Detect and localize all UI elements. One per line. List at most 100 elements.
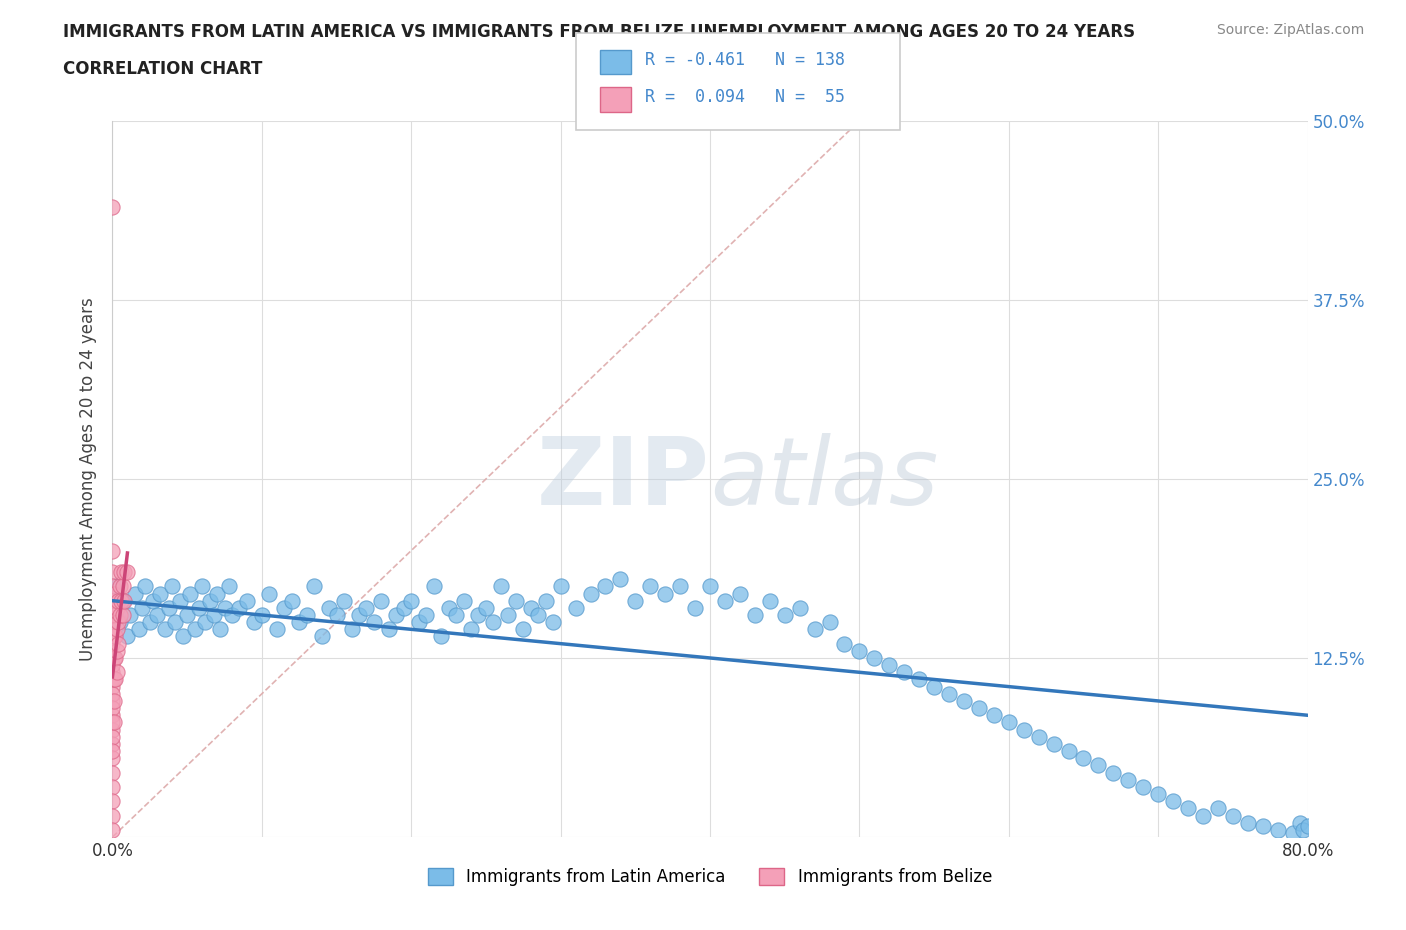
Point xyxy=(378,622,401,637)
Point xyxy=(105,622,128,637)
Point xyxy=(131,601,153,616)
Point xyxy=(103,715,125,730)
Point xyxy=(848,644,870,658)
Point xyxy=(101,679,124,694)
Point xyxy=(101,565,124,579)
Point xyxy=(110,565,132,579)
Point xyxy=(165,615,187,630)
Point xyxy=(146,607,169,622)
Point xyxy=(117,565,139,579)
Point xyxy=(370,593,392,608)
Point xyxy=(683,601,706,616)
Point xyxy=(139,615,162,630)
Point xyxy=(953,694,976,709)
Point xyxy=(1177,801,1199,816)
Point xyxy=(205,586,228,601)
Point xyxy=(101,794,124,809)
Point xyxy=(408,615,430,630)
Point xyxy=(453,593,475,608)
Point xyxy=(1251,818,1274,833)
Point xyxy=(318,601,340,616)
Point xyxy=(392,601,415,616)
Point xyxy=(281,593,304,608)
Point xyxy=(654,586,676,601)
Point xyxy=(1012,722,1035,737)
Point xyxy=(505,593,527,608)
Point xyxy=(209,622,232,637)
Point xyxy=(437,601,460,616)
Point xyxy=(1206,801,1229,816)
Point xyxy=(105,665,128,680)
Point xyxy=(1073,751,1095,765)
Point xyxy=(728,586,751,601)
Point xyxy=(444,607,467,622)
Point xyxy=(105,601,128,616)
Point xyxy=(908,672,931,687)
Legend: Immigrants from Latin America, Immigrants from Belize: Immigrants from Latin America, Immigrant… xyxy=(422,861,998,893)
Point xyxy=(818,615,841,630)
Point xyxy=(124,586,146,601)
Point xyxy=(218,578,240,594)
Text: ZIP: ZIP xyxy=(537,433,710,525)
Point xyxy=(120,607,142,622)
Point xyxy=(527,607,550,622)
Point xyxy=(176,607,198,622)
Point xyxy=(609,572,631,587)
Point xyxy=(103,586,125,601)
Point xyxy=(101,578,124,594)
Point xyxy=(101,686,124,701)
Text: R = -0.461   N = 138: R = -0.461 N = 138 xyxy=(645,50,845,69)
Point xyxy=(1292,822,1315,837)
Point xyxy=(983,708,1005,723)
Point xyxy=(498,607,520,622)
Point xyxy=(579,586,602,601)
Point xyxy=(183,622,205,637)
Point xyxy=(172,629,194,644)
Point xyxy=(415,607,437,622)
Point xyxy=(863,651,886,666)
Point xyxy=(101,622,124,637)
Point xyxy=(228,601,250,616)
Point xyxy=(640,578,662,594)
Point xyxy=(101,651,124,666)
Point xyxy=(1289,816,1312,830)
Point xyxy=(101,607,124,622)
Point xyxy=(1147,787,1170,802)
Point xyxy=(422,578,444,594)
Point xyxy=(104,672,127,687)
Point xyxy=(114,565,135,579)
Point xyxy=(564,601,586,616)
Point xyxy=(111,593,134,608)
Point xyxy=(467,607,489,622)
Point xyxy=(759,593,782,608)
Point xyxy=(789,601,811,616)
Point xyxy=(401,593,423,608)
Point xyxy=(1042,737,1064,751)
Point xyxy=(101,729,124,744)
Point xyxy=(893,665,915,680)
Point xyxy=(1281,825,1303,840)
Point xyxy=(259,586,281,601)
Point xyxy=(107,593,129,608)
Point xyxy=(1296,818,1319,833)
Point xyxy=(250,607,273,622)
Point xyxy=(302,578,325,594)
Point xyxy=(114,593,135,608)
Point xyxy=(101,808,124,823)
Point xyxy=(311,629,333,644)
Point xyxy=(803,622,825,637)
Point xyxy=(1237,816,1260,830)
Point xyxy=(101,658,124,672)
Point xyxy=(541,615,564,630)
Point xyxy=(1057,744,1080,759)
Point xyxy=(157,601,180,616)
Point xyxy=(104,651,127,666)
Point xyxy=(967,700,990,715)
Point xyxy=(179,586,201,601)
Point xyxy=(243,615,266,630)
Point xyxy=(153,622,176,637)
Point xyxy=(475,601,498,616)
Point xyxy=(489,578,512,594)
Text: IMMIGRANTS FROM LATIN AMERICA VS IMMIGRANTS FROM BELIZE UNEMPLOYMENT AMONG AGES : IMMIGRANTS FROM LATIN AMERICA VS IMMIGRA… xyxy=(63,23,1136,41)
Point xyxy=(699,578,721,594)
